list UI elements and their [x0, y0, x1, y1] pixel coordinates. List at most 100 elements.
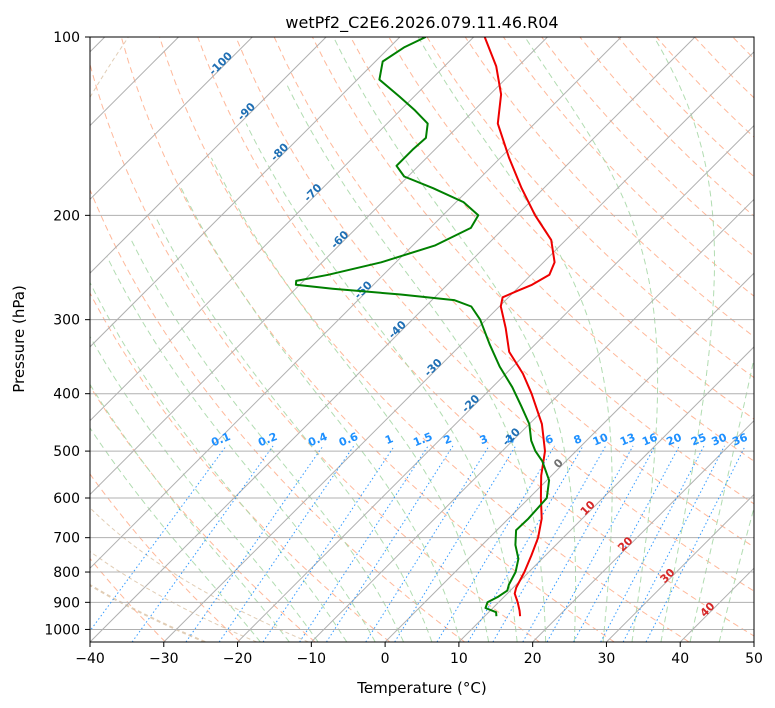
- isotherm-line: [90, 37, 327, 274]
- mixing-ratio-label: 13: [618, 431, 637, 449]
- moist-adiabat: [90, 383, 290, 642]
- moist-adiabat: [417, 37, 613, 642]
- x-tick-label: −10: [297, 651, 327, 667]
- moist-adiabat: [90, 427, 261, 642]
- mixing-ratio-line: [131, 445, 274, 642]
- moist-adiabat: [90, 281, 348, 642]
- mixing-ratio-line: [492, 445, 607, 642]
- isotherm-hgz-label: -70: [301, 181, 324, 204]
- isotherm-hgz-label: -10: [500, 425, 523, 448]
- isotherm-hgz-label: -100: [206, 49, 235, 78]
- mixing-ratio-label: 16: [640, 431, 659, 449]
- mixing-ratio-line: [645, 445, 746, 642]
- mixing-ratio-line: [326, 445, 454, 642]
- y-tick-label: 900: [53, 595, 80, 611]
- dry-adiabat: [541, 37, 754, 257]
- mixing-ratio-label: 36: [730, 431, 749, 449]
- dry-adiabat: [502, 37, 754, 297]
- mixing-ratio-label: 25: [689, 431, 708, 449]
- moist-adiabat: [718, 505, 754, 642]
- mixing-ratio-label: 1.5: [411, 430, 434, 449]
- isotherm-line: [384, 272, 754, 642]
- isotherm-line: [532, 419, 754, 642]
- moist-adiabat: [333, 37, 577, 642]
- isotherm-label: 10: [578, 498, 598, 518]
- x-tick-label: 50: [745, 651, 763, 667]
- mixing-ratio-label: 0.4: [306, 430, 329, 449]
- dry-adiabat: [159, 37, 690, 642]
- isotherm-hgz-label: -90: [235, 100, 258, 123]
- dry-adiabat: [120, 37, 615, 642]
- isotherm-line: [90, 37, 622, 569]
- mixing-ratio-line: [394, 445, 517, 642]
- mixing-ratio-label: 3: [478, 432, 490, 447]
- dry-adiabat: [464, 37, 754, 338]
- dry-adiabat: [311, 37, 754, 505]
- temperature-trace: [483, 37, 556, 617]
- mixing-ratio-line: [522, 445, 634, 642]
- isotherm-hgz-label: -30: [422, 356, 445, 379]
- moist-adiabat: [653, 37, 715, 642]
- dry-adiabat: [273, 37, 754, 548]
- isotherm-line: [606, 493, 754, 642]
- x-tick-label: 10: [450, 651, 468, 667]
- y-tick-label: 100: [53, 30, 80, 46]
- isotherm-line: [310, 198, 754, 642]
- isotherm-label: 20: [615, 534, 635, 554]
- mixing-ratio-label: 10: [591, 431, 610, 449]
- mixing-ratio-line: [365, 445, 490, 642]
- isotherm-line: [237, 124, 754, 642]
- isotherm-hgz-label: -40: [386, 318, 409, 341]
- mixing-ratio-label: 0.6: [337, 430, 360, 449]
- chart-title: wetPf2_C2E6.2026.079.11.46.R04: [285, 13, 558, 33]
- mixing-ratio-line: [185, 445, 324, 642]
- x-axis-ticks: −40 −30 −20 −10 0 10 20 30 40 50: [75, 642, 763, 667]
- isotherm-line: [90, 37, 548, 496]
- moist-adiabat: [130, 239, 405, 642]
- dewpoint-trace: [294, 37, 551, 617]
- y-tick-label: 200: [53, 208, 80, 224]
- mixing-ratio-label: 2: [442, 432, 454, 447]
- x-tick-label: 30: [598, 651, 616, 667]
- moist-adiabat: [210, 157, 490, 642]
- moist-adiabat: [106, 256, 376, 642]
- sounding-traces: [294, 37, 556, 617]
- y-tick-label: 1000: [44, 622, 80, 638]
- theta-e-line: [90, 550, 257, 642]
- y-tick-label: 600: [53, 491, 80, 507]
- x-tick-label: 20: [524, 651, 542, 667]
- theta-e-line: [90, 37, 309, 642]
- x-tick-label: 40: [671, 651, 689, 667]
- dry-adiabat: [90, 62, 540, 642]
- mixing-ratio-line: [467, 445, 584, 642]
- moist-adiabat: [524, 37, 659, 642]
- isotherm-line: [90, 37, 253, 201]
- isotherm-line: [90, 37, 401, 348]
- dry-adiabat: [655, 37, 754, 138]
- dry-adiabat: [388, 37, 754, 420]
- moist-adiabat: [689, 356, 754, 642]
- mixing-ratio-line: [622, 445, 725, 642]
- mixing-ratio-label: 20: [665, 431, 684, 449]
- mixing-ratio-label: 0.1: [209, 430, 232, 449]
- dry-adiabat: [426, 37, 754, 379]
- mixing-ratio-label: 8: [572, 432, 584, 447]
- dry-adiabat: [694, 37, 754, 99]
- mixing-ratio-label: 0.2: [256, 430, 279, 449]
- x-axis-label: Temperature (°C): [356, 679, 486, 697]
- mixing-ratio-line: [299, 445, 429, 642]
- mixing-ratio-label: 1: [383, 432, 395, 447]
- isotherm-line: [679, 567, 754, 642]
- dry-adiabat: [771, 37, 775, 642]
- mixing-ratio-line: [573, 445, 680, 642]
- background-lines: [90, 37, 775, 642]
- mixing-ratio-line: [600, 445, 705, 642]
- x-tick-label: −40: [75, 651, 105, 667]
- dry-adiabat: [90, 292, 391, 642]
- dry-adiabat: [197, 37, 754, 637]
- moist-adiabat: [286, 83, 547, 642]
- isotherm-line: [90, 37, 696, 642]
- y-axis-label: Pressure (hPa): [10, 285, 28, 393]
- x-tick-label: 0: [381, 651, 390, 667]
